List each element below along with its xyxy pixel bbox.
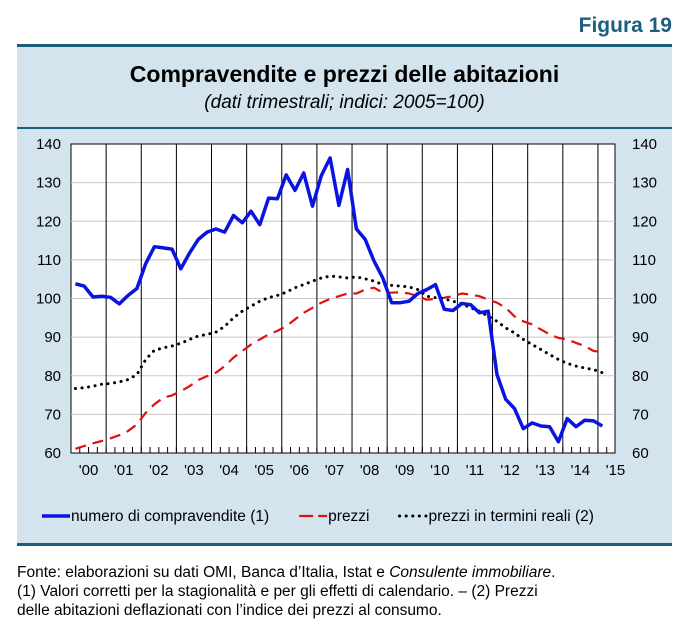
x-tick-label: '11 <box>466 462 484 479</box>
source-italic: Consulente immobiliare <box>389 564 552 581</box>
y-tick-label-right: 140 <box>632 136 657 153</box>
x-tick-label: '03 <box>184 462 204 479</box>
note-2: delle abitazioni deflazionati con l’indi… <box>17 602 442 619</box>
x-tick-label: '04 <box>219 462 239 479</box>
legend-label-0: numero di compravendite (1) <box>71 508 269 525</box>
series-line-0 <box>74 156 604 444</box>
y-tick-label-right: 90 <box>632 329 649 346</box>
source-text: Fonte: elaborazioni su dati OMI, Banca d… <box>17 564 390 581</box>
x-tick-label: '02 <box>149 462 169 479</box>
chart-title: Compravendite e prezzi delle abitazioni <box>129 61 560 87</box>
y-tick-label-right: 130 <box>632 175 657 192</box>
y-tick-label-left: 110 <box>37 252 61 269</box>
y-tick-label-left: 120 <box>36 213 61 230</box>
source-suffix: . <box>551 564 556 581</box>
series-line-2 <box>73 274 604 390</box>
figure-label: Figura 19 <box>578 14 672 37</box>
y-tick-label-right: 120 <box>632 213 657 230</box>
y-tick-label-right: 100 <box>632 291 657 308</box>
x-tick-label: '01 <box>114 462 134 479</box>
x-tick-label: '13 <box>535 462 555 479</box>
x-tick-label: '05 <box>254 462 274 479</box>
x-tick-label: '15 <box>606 462 626 479</box>
chart-notes: Fonte: elaborazioni su dati OMI, Banca d… <box>17 563 677 620</box>
x-tick-label: '09 <box>395 462 415 479</box>
legend-label-2: prezzi in termini reali (2) <box>429 508 594 525</box>
line-chart: 60 60 70 70 80 80 90 90 100 100 110 110 120 120 130 130… <box>36 136 657 525</box>
note-1: (1) Valori corretti per la stagionalità … <box>17 583 538 600</box>
source-line: Fonte: elaborazioni su dati OMI, Banca d… <box>17 563 677 582</box>
x-tick-label: '07 <box>325 462 345 479</box>
y-tick-label-right: 80 <box>632 368 649 385</box>
y-tick-label-left: 60 <box>44 445 61 462</box>
y-tick-label-left: 70 <box>44 406 61 423</box>
x-tick-label: '14 <box>571 462 591 479</box>
x-tick-label: '08 <box>360 462 380 479</box>
y-tick-label-right: 60 <box>632 445 649 462</box>
y-tick-label-left: 130 <box>36 175 61 192</box>
legend-label-1: prezzi <box>328 508 369 525</box>
x-tick-label: '00 <box>79 462 99 479</box>
y-tick-label-right: 110 <box>632 252 656 269</box>
x-tick-label: '12 <box>500 462 520 479</box>
chart-subtitle: (dati trimestrali; indici: 2005=100) <box>204 92 485 113</box>
x-tick-label: '06 <box>290 462 310 479</box>
series-line-1 <box>75 286 603 450</box>
header-divider <box>17 127 672 129</box>
y-tick-label-left: 100 <box>36 291 61 308</box>
y-tick-label-left: 140 <box>36 136 61 153</box>
y-tick-label-left: 90 <box>44 329 61 346</box>
y-tick-label-right: 70 <box>632 406 649 423</box>
y-tick-label-left: 80 <box>44 368 61 385</box>
x-tick-label: '10 <box>430 462 450 479</box>
